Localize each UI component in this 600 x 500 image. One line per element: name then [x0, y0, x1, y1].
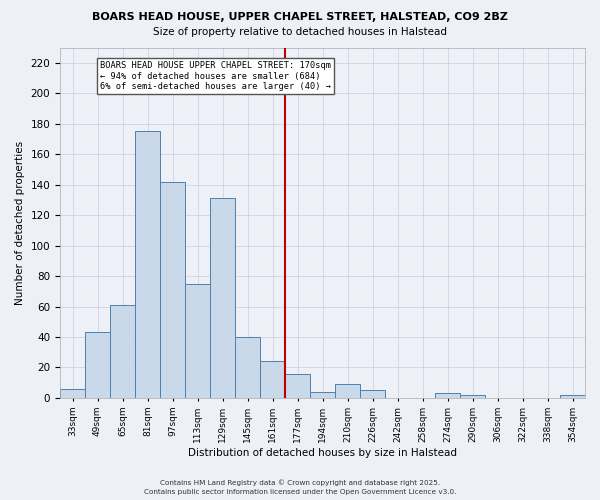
Bar — [85, 332, 110, 398]
Bar — [235, 337, 260, 398]
Text: BOARS HEAD HOUSE UPPER CHAPEL STREET: 170sqm
← 94% of detached houses are smalle: BOARS HEAD HOUSE UPPER CHAPEL STREET: 17… — [100, 61, 331, 91]
Bar — [210, 198, 235, 398]
Bar — [310, 392, 335, 398]
Text: Size of property relative to detached houses in Halstead: Size of property relative to detached ho… — [153, 27, 447, 37]
Bar — [360, 390, 385, 398]
Bar — [160, 182, 185, 398]
Bar — [185, 284, 210, 398]
Bar — [560, 395, 585, 398]
Text: Contains public sector information licensed under the Open Government Licence v3: Contains public sector information licen… — [144, 489, 456, 495]
Bar — [135, 132, 160, 398]
Text: BOARS HEAD HOUSE, UPPER CHAPEL STREET, HALSTEAD, CO9 2BZ: BOARS HEAD HOUSE, UPPER CHAPEL STREET, H… — [92, 12, 508, 22]
X-axis label: Distribution of detached houses by size in Halstead: Distribution of detached houses by size … — [188, 448, 457, 458]
Bar — [335, 384, 360, 398]
Bar — [435, 394, 460, 398]
Y-axis label: Number of detached properties: Number of detached properties — [15, 140, 25, 305]
Bar — [460, 395, 485, 398]
Bar — [285, 374, 310, 398]
Text: Contains HM Land Registry data © Crown copyright and database right 2025.: Contains HM Land Registry data © Crown c… — [160, 480, 440, 486]
Bar — [110, 305, 135, 398]
Bar — [260, 362, 285, 398]
Bar — [60, 389, 85, 398]
